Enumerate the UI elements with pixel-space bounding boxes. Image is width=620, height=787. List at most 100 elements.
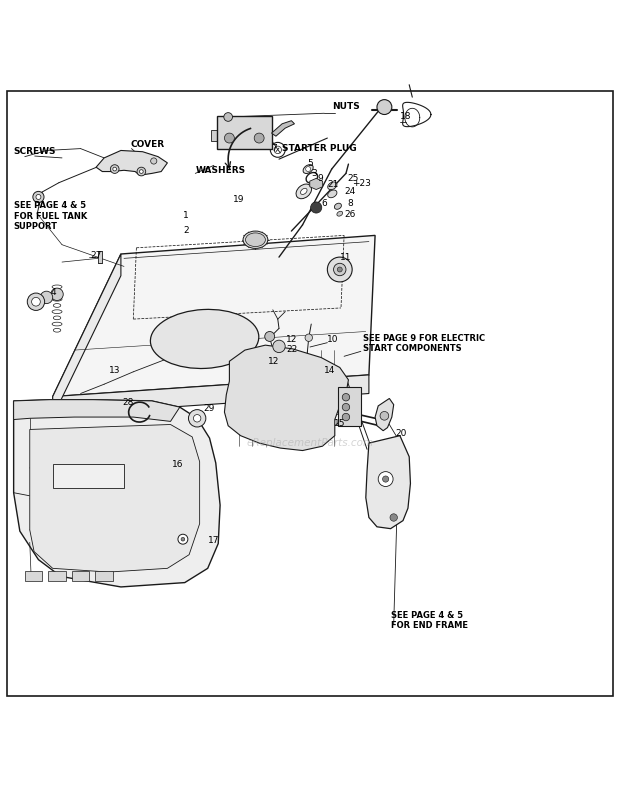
Polygon shape bbox=[14, 400, 220, 587]
Text: 26: 26 bbox=[344, 209, 355, 219]
Circle shape bbox=[306, 167, 311, 172]
Text: 22: 22 bbox=[286, 345, 298, 354]
Polygon shape bbox=[211, 130, 217, 141]
Bar bbox=[95, 571, 113, 581]
Text: 12: 12 bbox=[286, 335, 298, 344]
Circle shape bbox=[113, 167, 117, 171]
Text: 27: 27 bbox=[90, 251, 101, 260]
Ellipse shape bbox=[337, 211, 343, 216]
Ellipse shape bbox=[328, 190, 337, 198]
Polygon shape bbox=[53, 375, 369, 416]
Text: 17: 17 bbox=[208, 537, 219, 545]
Text: 28: 28 bbox=[123, 398, 134, 407]
Circle shape bbox=[137, 167, 146, 176]
Polygon shape bbox=[272, 120, 294, 136]
Bar bbox=[72, 571, 89, 581]
Circle shape bbox=[273, 340, 285, 353]
Text: 14: 14 bbox=[324, 366, 335, 375]
Text: 29: 29 bbox=[203, 405, 215, 413]
Ellipse shape bbox=[151, 309, 259, 368]
Bar bbox=[217, 116, 272, 149]
Ellipse shape bbox=[246, 233, 265, 246]
Ellipse shape bbox=[303, 164, 313, 173]
Bar bbox=[53, 464, 124, 488]
Polygon shape bbox=[224, 345, 348, 450]
Text: NUTS: NUTS bbox=[332, 102, 360, 112]
Polygon shape bbox=[366, 436, 410, 529]
Text: +23: +23 bbox=[352, 179, 371, 187]
Polygon shape bbox=[53, 235, 375, 397]
Circle shape bbox=[311, 202, 322, 213]
Text: 19: 19 bbox=[232, 194, 244, 204]
Text: 20: 20 bbox=[396, 429, 407, 438]
Text: 12: 12 bbox=[268, 357, 279, 366]
Text: STARTER PLUG: STARTER PLUG bbox=[282, 144, 356, 153]
Circle shape bbox=[51, 288, 63, 301]
Bar bbox=[48, 571, 66, 581]
Circle shape bbox=[32, 297, 40, 306]
Circle shape bbox=[327, 257, 352, 282]
Bar bbox=[338, 387, 361, 426]
Text: 4: 4 bbox=[51, 288, 56, 297]
Circle shape bbox=[140, 170, 143, 173]
Circle shape bbox=[342, 394, 350, 401]
Circle shape bbox=[334, 264, 346, 275]
Text: 18: 18 bbox=[400, 112, 412, 120]
Circle shape bbox=[193, 415, 201, 422]
Circle shape bbox=[383, 476, 389, 482]
Polygon shape bbox=[375, 398, 394, 430]
Polygon shape bbox=[30, 424, 200, 572]
Ellipse shape bbox=[301, 188, 307, 194]
Ellipse shape bbox=[296, 184, 312, 198]
Circle shape bbox=[342, 404, 350, 411]
Text: 10: 10 bbox=[327, 335, 339, 344]
Text: 21: 21 bbox=[327, 180, 339, 189]
Circle shape bbox=[342, 413, 350, 421]
Circle shape bbox=[380, 412, 389, 420]
Circle shape bbox=[377, 100, 392, 114]
Text: 2: 2 bbox=[183, 227, 188, 235]
Circle shape bbox=[188, 409, 206, 427]
Circle shape bbox=[224, 133, 234, 143]
Text: 24: 24 bbox=[344, 187, 355, 196]
Text: eReplacementParts.com: eReplacementParts.com bbox=[246, 438, 374, 448]
Text: 16: 16 bbox=[172, 460, 184, 469]
Text: SEE PAGE 4 & 5
FOR END FRAME: SEE PAGE 4 & 5 FOR END FRAME bbox=[391, 611, 467, 630]
Text: 7: 7 bbox=[272, 144, 277, 153]
Circle shape bbox=[110, 164, 119, 173]
Text: COVER: COVER bbox=[130, 139, 164, 149]
Polygon shape bbox=[14, 400, 180, 421]
Ellipse shape bbox=[243, 231, 268, 249]
Circle shape bbox=[33, 191, 44, 202]
Text: SEE PAGE 9 FOR ELECTRIC
START COMPONENTS: SEE PAGE 9 FOR ELECTRIC START COMPONENTS bbox=[363, 334, 485, 353]
Circle shape bbox=[27, 293, 45, 310]
Ellipse shape bbox=[334, 203, 342, 209]
Circle shape bbox=[181, 538, 185, 541]
Circle shape bbox=[151, 158, 157, 164]
Text: 25: 25 bbox=[347, 174, 358, 183]
Text: 3: 3 bbox=[311, 168, 317, 178]
Text: SEE PAGE 4 & 5
FOR FUEL TANK
SUPPORT: SEE PAGE 4 & 5 FOR FUEL TANK SUPPORT bbox=[14, 201, 87, 231]
Circle shape bbox=[224, 113, 232, 121]
Circle shape bbox=[305, 334, 312, 342]
Polygon shape bbox=[53, 254, 121, 417]
Text: 13: 13 bbox=[108, 366, 120, 375]
Text: 6: 6 bbox=[321, 198, 327, 208]
Circle shape bbox=[36, 194, 41, 199]
Circle shape bbox=[378, 471, 393, 486]
Ellipse shape bbox=[328, 182, 337, 190]
Polygon shape bbox=[98, 251, 102, 264]
Polygon shape bbox=[310, 179, 322, 190]
Text: 8: 8 bbox=[347, 198, 353, 208]
Text: 1: 1 bbox=[183, 211, 188, 220]
Circle shape bbox=[390, 514, 397, 521]
Circle shape bbox=[254, 133, 264, 143]
Text: SCREWS: SCREWS bbox=[14, 147, 56, 156]
Text: 5: 5 bbox=[307, 160, 312, 168]
Text: WASHERS: WASHERS bbox=[195, 165, 246, 175]
Text: 11: 11 bbox=[340, 253, 352, 262]
Text: 15: 15 bbox=[334, 419, 345, 427]
Circle shape bbox=[178, 534, 188, 544]
Circle shape bbox=[265, 331, 275, 342]
Circle shape bbox=[40, 291, 53, 304]
